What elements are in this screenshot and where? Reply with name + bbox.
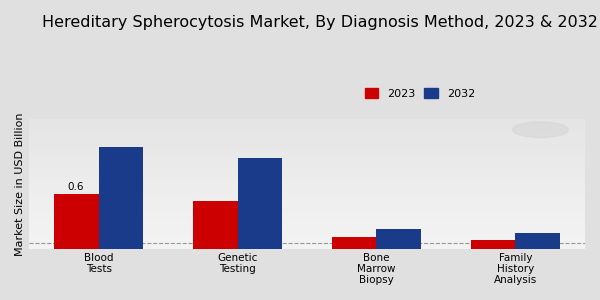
Legend: 2023, 2032: 2023, 2032 — [361, 83, 479, 103]
Bar — [193, 201, 238, 249]
Y-axis label: Market Size in USD Billion: Market Size in USD Billion — [15, 112, 25, 256]
Text: 0.6: 0.6 — [67, 182, 83, 192]
Bar — [376, 229, 421, 249]
Bar — [471, 240, 515, 249]
Bar — [55, 194, 99, 249]
Bar — [332, 237, 376, 249]
Text: Hereditary Spherocytosis Market, By Diagnosis Method, 2023 & 2032: Hereditary Spherocytosis Market, By Diag… — [42, 15, 598, 30]
Bar — [238, 158, 282, 249]
Ellipse shape — [513, 122, 568, 137]
Bar — [99, 147, 143, 249]
Bar — [515, 233, 560, 249]
